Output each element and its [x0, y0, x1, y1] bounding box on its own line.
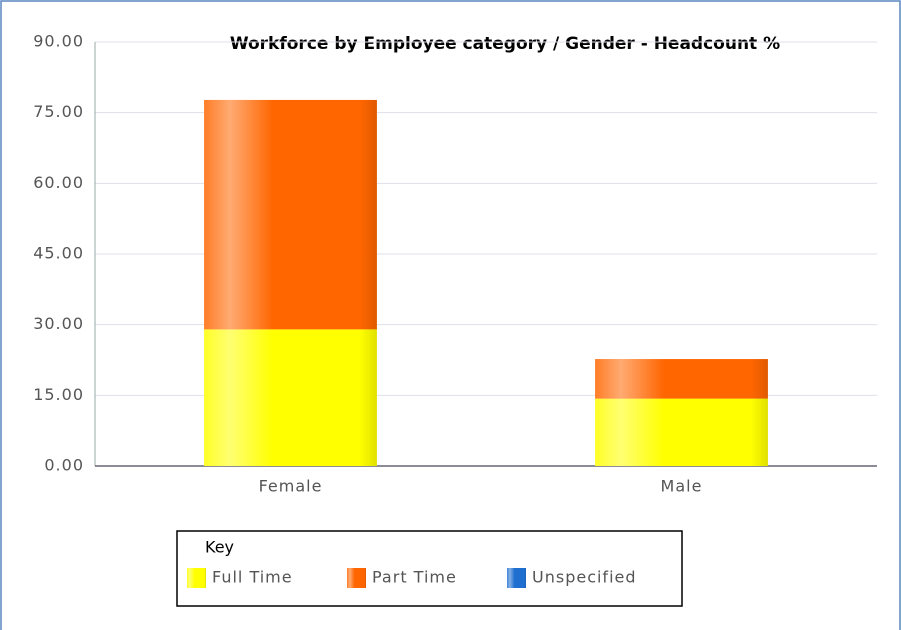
- chart-title: Workforce by Employee category / Gender …: [230, 34, 780, 54]
- y-tick-label: 0.00: [44, 456, 84, 475]
- legend-label: Part Time: [372, 568, 457, 587]
- x-tick-label: Female: [259, 477, 323, 496]
- legend-label: Unspecified: [532, 568, 637, 587]
- legend-swatch-shine: [187, 568, 206, 588]
- y-tick-label: 60.00: [33, 173, 84, 192]
- legend-label: Full Time: [212, 568, 293, 587]
- y-tick-label: 75.00: [33, 102, 84, 121]
- y-tick-label: 90.00: [33, 32, 84, 51]
- bar-shine: [204, 329, 377, 466]
- legend-title: Key: [205, 538, 234, 557]
- legend-swatch-shine: [507, 568, 526, 588]
- y-tick-label: 45.00: [33, 244, 84, 263]
- x-tick-label: Male: [661, 477, 703, 496]
- bar-shine: [204, 99, 377, 330]
- legend-swatch-shine: [347, 568, 366, 588]
- y-tick-label: 30.00: [33, 314, 84, 333]
- legend-box: [176, 530, 683, 607]
- y-tick-label: 15.00: [33, 385, 84, 404]
- bar-shine: [595, 359, 768, 399]
- bar-shine: [595, 398, 768, 466]
